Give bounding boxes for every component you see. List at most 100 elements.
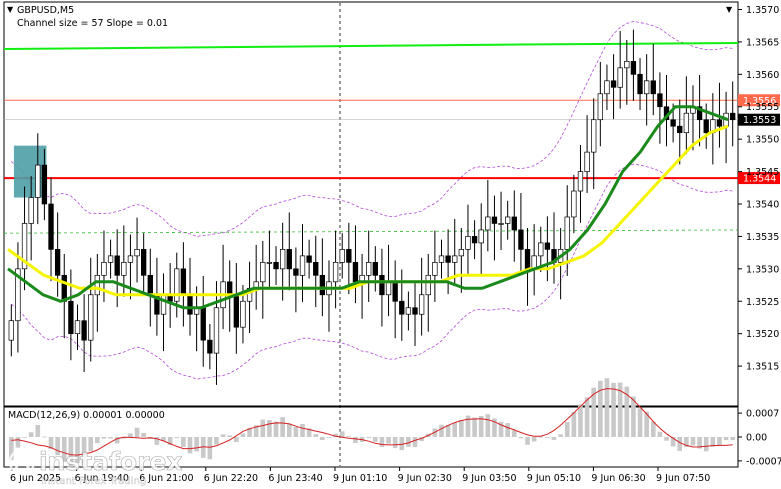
y-tick-label: 1.3535 — [746, 232, 779, 243]
macd-histogram-bar — [75, 437, 80, 463]
candle-body — [233, 294, 239, 328]
candle-body — [54, 249, 61, 276]
x-tick-label: 9 Jun 05:10 — [527, 473, 581, 484]
macd-histogram-bar — [346, 436, 352, 437]
candle-body — [187, 294, 193, 315]
candle-body — [81, 320, 87, 341]
macd-histogram-bar — [167, 437, 173, 445]
macd-histogram-bar — [717, 437, 722, 446]
candle-body — [485, 216, 491, 231]
macd-histogram-bar — [578, 404, 583, 437]
candle-body — [28, 197, 34, 224]
candle-body — [286, 249, 292, 270]
candle-body — [260, 262, 266, 283]
macd-histogram-bar — [531, 437, 537, 442]
macd-histogram-bar — [406, 437, 411, 447]
candle-body — [591, 119, 597, 153]
candle-body — [8, 320, 14, 341]
candle-body — [544, 242, 551, 250]
macd-histogram-bar — [28, 432, 34, 437]
macd-histogram-bar — [260, 419, 266, 437]
candle-body — [445, 255, 451, 263]
fast-moving-average — [7, 105, 729, 310]
scroll-end-icon[interactable]: ▼ — [726, 5, 733, 14]
macd-histogram-bar — [35, 424, 41, 437]
macd-histogram-bar — [392, 437, 398, 449]
macd-histogram-bar — [326, 437, 332, 438]
candle-body — [683, 112, 690, 134]
instaforex-logo: instaforex Instant Forex Trading — [8, 447, 183, 487]
y-tick-label: 1.3525 — [746, 297, 779, 308]
macd-histogram-bar — [723, 437, 729, 441]
x-tick-label: 6 Jun 19:40 — [75, 473, 129, 484]
macd-histogram-bar — [677, 437, 683, 451]
candle-body — [604, 80, 610, 95]
candle-body — [584, 151, 590, 172]
logo-icon-mark — [13, 452, 30, 471]
x-tick-label: 6 Jun 2025 — [10, 473, 61, 484]
candle-body — [498, 223, 504, 225]
candle-body — [174, 268, 180, 302]
candle-body — [21, 223, 28, 270]
macd-histogram-bar — [399, 437, 405, 451]
macd-tick-label: 0.0007 — [746, 409, 779, 420]
candle-body — [266, 262, 273, 264]
candle-body — [372, 262, 378, 276]
candle-body — [505, 216, 511, 224]
macd-histogram-bar — [571, 412, 577, 437]
macd-histogram-bar — [194, 437, 199, 452]
chart-dropdown-icon[interactable]: ▼ — [7, 5, 14, 14]
macd-histogram-bar — [22, 437, 27, 438]
support-price-label: 1.3544 — [743, 174, 776, 185]
candle-body — [207, 339, 213, 354]
candle-body — [101, 262, 107, 276]
macd-histogram-bar — [690, 437, 696, 446]
candle-body — [730, 112, 736, 121]
x-tick-label: 6 Jun 23:40 — [268, 473, 322, 484]
x-tick-label: 6 Jun 22:20 — [204, 473, 258, 484]
macd-histogram-bar — [545, 437, 550, 438]
resistance-price-label: 1.3556 — [743, 96, 776, 107]
macd-histogram-bar — [306, 428, 312, 437]
indicator-label: Channel size = 57 Slope = 0.01 — [17, 18, 168, 29]
candle-body — [577, 171, 584, 192]
x-tick-label: 9 Jun 02:30 — [398, 473, 452, 484]
candle-body — [15, 268, 21, 322]
macd-histogram-bar — [412, 437, 418, 447]
macd-histogram-bar — [386, 437, 391, 444]
macd-histogram-bar — [68, 437, 74, 469]
macd-histogram-bar — [664, 437, 669, 441]
macd-histogram-bar — [114, 437, 120, 444]
macd-histogram-bar — [95, 437, 100, 444]
macd-histogram-bar — [538, 436, 544, 438]
y-tick-label: 1.3520 — [746, 329, 779, 340]
candle-body — [306, 255, 312, 263]
y-tick-label: 1.3560 — [746, 70, 779, 81]
y-tick-label: 1.3545 — [746, 167, 779, 178]
candle-body — [650, 80, 656, 95]
candle-body — [366, 262, 372, 276]
y-tick-label: 1.3515 — [746, 362, 779, 373]
macd-histogram-bar — [313, 434, 319, 437]
candle-body — [114, 255, 120, 276]
candle-body — [438, 255, 445, 263]
macd-histogram-bar — [518, 437, 524, 439]
candle-body — [48, 203, 54, 250]
candle-body — [134, 249, 140, 257]
macd-histogram-bar — [591, 387, 597, 437]
candle-body — [107, 255, 114, 263]
macd-histogram-bar — [42, 436, 47, 438]
candle-body — [637, 73, 643, 95]
candle-body — [399, 300, 405, 315]
candle-body — [491, 216, 498, 224]
candle-body — [425, 274, 431, 296]
y-tick-label: 1.3555 — [746, 102, 779, 113]
macd-histogram-bar — [214, 437, 219, 445]
macd-histogram-bar — [174, 437, 180, 439]
macd-histogram-bar — [684, 437, 689, 447]
candle-body — [41, 164, 48, 205]
lower-channel-dashed-line — [3, 229, 739, 234]
watermark-brand: instaforex — [39, 447, 183, 476]
candle-body — [127, 255, 134, 263]
candle-body — [478, 229, 484, 244]
